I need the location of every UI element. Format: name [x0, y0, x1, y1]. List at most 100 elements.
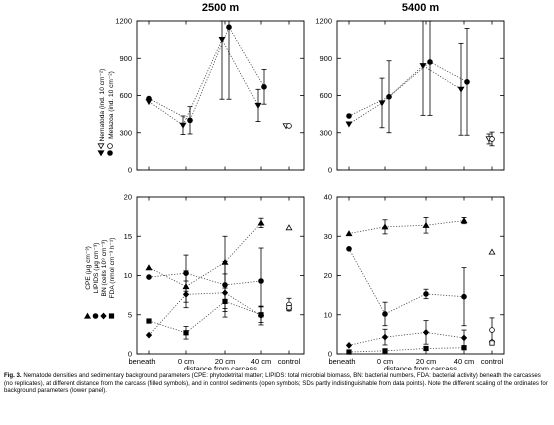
plot-frame [136, 196, 305, 355]
x-tick-label: beneath [128, 357, 155, 366]
data-point [146, 274, 152, 280]
y-tick-label: 30 [324, 232, 332, 241]
series-line [348, 61, 468, 117]
y-axis-label: CPE (µg cm⁻³) [85, 246, 92, 290]
series-line [148, 222, 262, 287]
legend-symbol [97, 150, 105, 157]
data-point [423, 291, 429, 297]
y-axis-label: Metazoa (ind. 10 cm⁻²) [108, 71, 115, 139]
y-axis-label: LIPIDS (µg cm⁻³) [93, 243, 100, 294]
data-point [382, 311, 388, 317]
data-point [286, 123, 292, 129]
data-point [346, 349, 352, 355]
legend-symbol [107, 143, 113, 149]
data-point [187, 117, 193, 124]
plot-frame [336, 20, 505, 171]
data-point [422, 329, 430, 336]
series-line [148, 300, 262, 334]
data-point [427, 59, 433, 65]
data-point [457, 86, 465, 93]
x-tick-label: 40 cm [454, 357, 474, 366]
x-tick-label: 20 cm [215, 357, 235, 366]
data-point [146, 318, 152, 324]
y-tick-label: 40 [324, 193, 332, 202]
caption-text: Nematode densities and sedimentary backg… [4, 372, 548, 395]
data-point [419, 63, 427, 70]
legend-symbol [84, 312, 91, 319]
data-point [488, 248, 496, 255]
data-point [346, 113, 352, 119]
data-point [346, 246, 352, 252]
y-tick-label: 20 [124, 193, 132, 202]
panel-title: 5400 m [402, 2, 440, 14]
y-tick-label: 300 [119, 128, 132, 137]
legend-symbol [107, 150, 113, 156]
data-point [345, 230, 353, 237]
legend-symbol [92, 313, 99, 319]
data-point [345, 341, 353, 349]
x-tick-label: 20 cm [416, 357, 436, 366]
data-point [257, 219, 265, 226]
data-point [261, 84, 267, 90]
x-tick-label: 40 cm [251, 357, 271, 366]
data-point [378, 100, 386, 107]
y-tick-label: 1200 [315, 17, 332, 26]
legend-symbol [108, 313, 115, 319]
x-tick-label: control [481, 357, 504, 366]
plot-frame [136, 20, 305, 171]
caption-label: Fig. 3. [4, 372, 22, 379]
y-axis-label: BN (cells 10⁹ cm⁻³) [101, 240, 108, 297]
data-point [183, 270, 189, 276]
y-axis-label: FDA (nmol cm⁻³ h⁻¹) [109, 238, 116, 299]
y-tick-label: 0 [128, 350, 132, 359]
data-point [145, 264, 153, 271]
series-line [148, 272, 262, 286]
data-point [461, 345, 467, 351]
data-point [218, 37, 226, 44]
y-tick-label: 600 [319, 91, 332, 100]
panel-title: 2500 m [202, 2, 240, 14]
x-tick-label: 0 cm [377, 357, 393, 366]
series-line [148, 26, 265, 121]
data-point [460, 334, 468, 342]
data-point [422, 221, 430, 228]
data-point [226, 24, 232, 31]
y-tick-label: 10 [124, 271, 132, 280]
data-point [258, 312, 264, 318]
data-point [382, 348, 388, 354]
figure-caption: Fig. 3. Nematode densities and sedimenta… [4, 372, 550, 395]
data-point [258, 278, 264, 284]
series-line [348, 65, 462, 125]
y-tick-label: 0 [128, 166, 132, 175]
data-point [183, 330, 189, 336]
data-point [145, 331, 153, 339]
data-point [222, 298, 228, 305]
series-line [348, 347, 465, 353]
y-tick-label: 20 [324, 271, 332, 280]
series-line [348, 248, 465, 315]
y-tick-label: 900 [319, 54, 332, 63]
y-tick-label: 600 [119, 91, 132, 100]
data-point [489, 136, 495, 142]
data-point [489, 327, 495, 333]
data-point [489, 340, 495, 346]
data-point [464, 79, 470, 85]
x-tick-label: 0 cm [178, 357, 194, 366]
x-axis-label: distance from carcass [384, 365, 457, 371]
plot-frame [336, 196, 505, 355]
data-point [381, 333, 389, 341]
data-point [461, 293, 467, 300]
data-point [254, 102, 262, 109]
y-tick-label: 15 [124, 232, 132, 241]
y-tick-label: 1200 [115, 17, 132, 26]
y-tick-label: 0 [328, 166, 332, 175]
series-line [148, 38, 259, 126]
y-tick-label: 900 [119, 54, 132, 63]
data-point [179, 122, 187, 129]
data-point [345, 121, 353, 128]
data-point [146, 95, 152, 102]
y-tick-label: 5 [128, 310, 132, 319]
data-point [423, 345, 429, 352]
y-axis-label: Nematoda (ind. 10 cm⁻²) [99, 69, 106, 142]
series-line [348, 220, 465, 234]
